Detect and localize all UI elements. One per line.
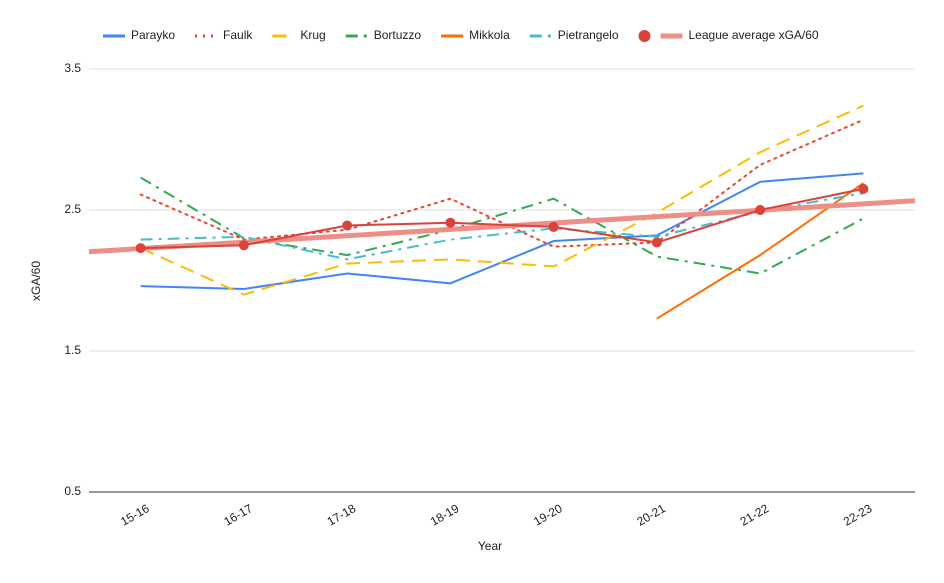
legend-label: Parayko [131, 28, 175, 42]
x-tick-label: 18-19 [428, 501, 462, 529]
x-tick-label: 19-20 [531, 501, 565, 529]
trendline [88, 198, 916, 255]
legend-marker [638, 30, 651, 42]
x-axis-label: Year [478, 539, 502, 553]
y-axis-label: xGA/60 [29, 261, 43, 301]
data-point [548, 221, 559, 232]
y-tick-label: 2.5 [64, 202, 81, 216]
y-tick-label: 3.5 [64, 61, 81, 75]
legend-label: Faulk [223, 28, 253, 42]
x-tick-label: 17-18 [325, 501, 359, 529]
data-point [342, 220, 353, 231]
x-tick-label: 21-22 [738, 501, 772, 529]
legend-label: Bortuzzo [374, 28, 422, 42]
data-point [858, 183, 869, 194]
legend-label: Krug [300, 28, 325, 42]
data-point [445, 217, 456, 228]
x-tick-label: 15-16 [118, 501, 152, 529]
x-tick-label: 20-21 [634, 501, 668, 529]
legend-label: League average xGA/60 [689, 28, 819, 42]
x-tick-label: 16-17 [221, 501, 255, 529]
y-tick-label: 1.5 [64, 343, 81, 357]
data-point [755, 205, 766, 215]
series-line [140, 187, 864, 250]
data-point [238, 240, 249, 251]
x-tick-label: 22-23 [841, 501, 875, 529]
legend-label: Mikkola [469, 28, 510, 42]
data-point [135, 243, 146, 254]
data-point [651, 237, 662, 248]
series-line [140, 104, 864, 296]
legend-label: Pietrangelo [558, 28, 619, 42]
y-tick-label: 0.5 [64, 484, 81, 498]
